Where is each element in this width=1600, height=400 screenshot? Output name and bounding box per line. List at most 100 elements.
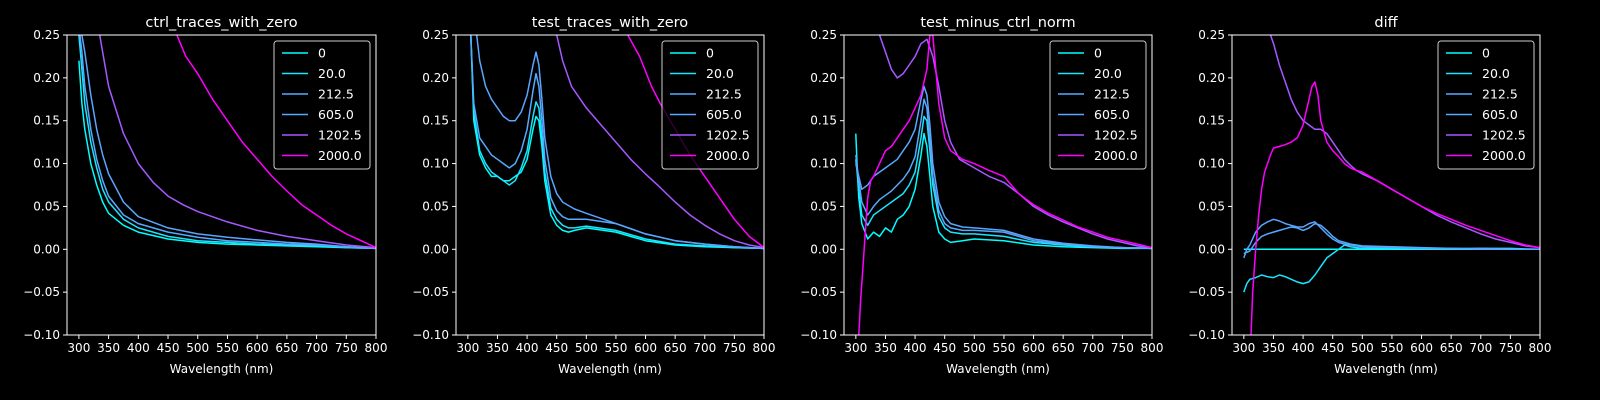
legend-entry: 605.0 [1482,107,1518,122]
legend-entry: 212.5 [1094,87,1130,102]
x-tick-label: 450 [933,341,956,355]
series-line-5 [176,35,376,249]
series-line-4 [555,35,764,249]
y-tick-label: 0.05 [422,199,449,213]
y-tick-label: −0.05 [23,285,60,299]
series-line-2 [79,35,376,250]
legend-entry: 605.0 [1094,107,1130,122]
x-tick-label: 600 [246,341,269,355]
series-line-4 [98,35,376,249]
chart-title: ctrl_traces_with_zero [145,15,297,31]
x-tick-label: 350 [874,341,897,355]
y-tick-label: 0.00 [810,242,837,256]
y-tick-label: −0.05 [1188,285,1225,299]
y-tick-label: 0.20 [1198,71,1225,85]
x-tick-label: 400 [127,341,150,355]
y-tick-label: 0.20 [33,71,60,85]
y-tick-label: 0.05 [810,199,837,213]
x-axis-label: Wavelength (nm) [170,362,274,376]
y-tick-label: 0.10 [422,157,449,171]
x-axis-label: Wavelength (nm) [946,362,1050,376]
chart-title: test_traces_with_zero [532,15,689,31]
legend-entry: 2000.0 [318,148,362,163]
y-tick-label: −0.10 [1188,328,1225,342]
legend-entry: 20.0 [1482,66,1510,81]
x-tick-label: 700 [1469,341,1492,355]
x-tick-label: 400 [516,341,539,355]
chart-panel-2: 300 350 400 450 500 550 600 650 700 750 800 −0.10 −0… [412,15,775,376]
y-tick-label: −0.05 [800,285,837,299]
legend-entry: 605.0 [706,107,742,122]
x-tick-label: 350 [486,341,509,355]
legend-entry: 1202.5 [318,128,362,143]
x-tick-label: 500 [186,341,209,355]
y-tick-label: 0.00 [33,242,60,256]
series-line-3 [1243,218,1540,259]
x-tick-label: 650 [1052,341,1075,355]
legend-entry: 20.0 [318,66,346,81]
series-line-1 [1243,244,1540,293]
series-line-4 [878,35,1152,249]
x-tick-label: 550 [992,341,1015,355]
x-tick-label: 700 [693,341,716,355]
x-tick-label: 600 [1410,341,1433,355]
x-tick-label: 800 [1141,341,1164,355]
y-tick-label: 0.15 [33,114,60,128]
series-line-5 [1250,81,1540,335]
x-tick-label: 600 [1022,341,1045,355]
x-tick-label: 550 [1380,341,1403,355]
x-tick-label: 300 [1232,341,1255,355]
x-tick-label: 800 [753,341,776,355]
y-tick-label: 0.10 [1198,157,1225,171]
x-tick-label: 750 [335,341,358,355]
x-tick-label: 650 [1440,341,1463,355]
plot-frame [843,34,1153,336]
series-line-0 [470,35,764,250]
y-tick-label: 0.05 [1198,199,1225,213]
series-line-1 [470,35,764,250]
y-tick-label: −0.05 [412,285,449,299]
legend-entry: 2000.0 [706,148,750,163]
x-tick-label: 300 [67,341,90,355]
y-tick-label: 0.00 [422,242,449,256]
y-tick-label: −0.10 [412,328,449,342]
series-line-3 [475,35,764,250]
series-group [78,35,376,250]
x-tick-label: 500 [1351,341,1374,355]
series-group [855,35,1152,335]
x-tick-label: 350 [97,341,120,355]
y-tick-label: 0.20 [422,71,449,85]
x-tick-label: 750 [1111,341,1134,355]
chart-panel-1: 300 350 400 450 500 550 600 650 700 750 800 −0.10 −0… [23,15,387,376]
x-tick-label: 600 [634,341,657,355]
x-tick-label: 750 [723,341,746,355]
legend-entry: 1202.5 [1094,128,1138,143]
legend-entry: 2000.0 [1094,148,1138,163]
y-tick-label: 0.00 [1198,242,1225,256]
x-tick-label: 750 [1499,341,1522,355]
x-tick-label: 550 [216,341,239,355]
x-tick-label: 650 [275,341,298,355]
x-tick-label: 800 [365,341,388,355]
plot-frame [455,34,765,336]
legend-entry: 0 [706,46,714,61]
x-tick-label: 400 [1292,341,1315,355]
series-group [1243,35,1540,335]
x-tick-label: 300 [456,341,479,355]
x-tick-label: 550 [604,341,627,355]
plot-frame [66,34,377,336]
series-line-0 [78,60,376,250]
y-tick-label: 0.10 [810,157,837,171]
y-tick-label: 0.25 [1198,28,1225,42]
legend-entry: 1202.5 [1482,128,1526,143]
legend: 0 20.0 212.5 605.0 1202.5 2000.0 [273,40,371,170]
series-line-5 [858,35,1152,335]
x-axis-label: Wavelength (nm) [558,362,662,376]
legend-entry: 0 [1482,46,1490,61]
y-tick-label: 0.10 [33,157,60,171]
series-line-3 [81,35,376,250]
x-tick-label: 700 [305,341,328,355]
chart-panel-4: 300 350 400 450 500 550 600 650 700 750 800 −0.10 −0… [1188,15,1551,376]
y-tick-label: 0.25 [422,28,449,42]
